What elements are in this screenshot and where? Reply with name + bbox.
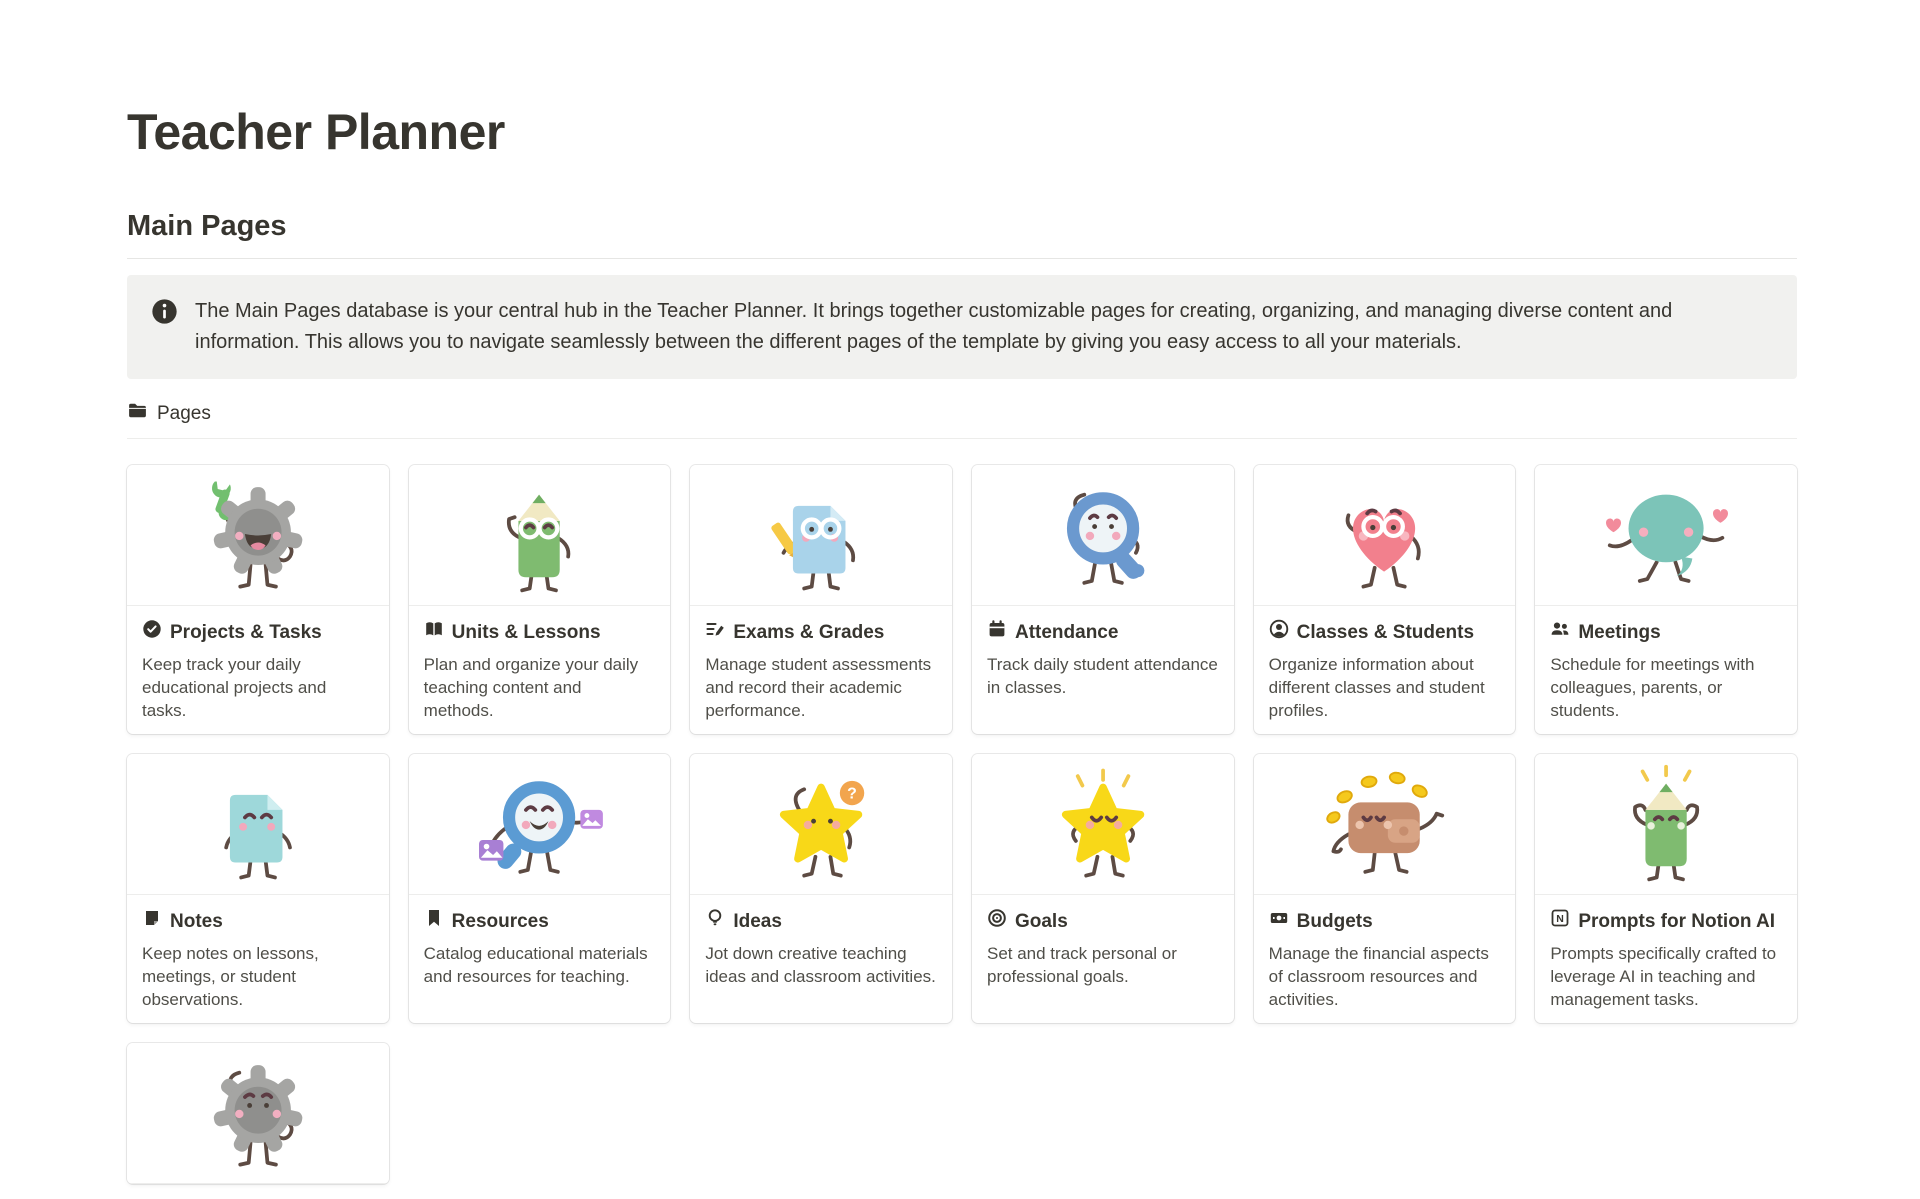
card-description: Keep track your daily educational projec… <box>142 655 327 721</box>
view-tab-label: Pages <box>157 402 211 424</box>
info-icon <box>151 298 178 325</box>
card-description: Prompts specifically crafted to leverage… <box>1550 944 1777 1010</box>
note-icon <box>142 908 162 935</box>
gallery-card-gear-sad-gray[interactable] <box>127 1043 389 1185</box>
card-description: Set and track personal or professional g… <box>986 944 1177 987</box>
gallery-card-notes[interactable]: Notes Keep notes on lessons, meetings, o… <box>127 754 389 1024</box>
magnifier-photos-blue-illustration <box>408 754 671 896</box>
folder-icon <box>127 400 148 427</box>
card-description: Schedule for meetings with colleagues, p… <box>1550 655 1755 721</box>
notion-page: Teacher Planner Main Pages The Main Page… <box>127 0 1797 1185</box>
card-title: Exams & Grades <box>733 622 885 644</box>
lightbulb-icon <box>705 908 725 935</box>
gallery-card-goals[interactable]: Goals Set and track personal or professi… <box>971 754 1234 1024</box>
card-title: Classes & Students <box>1296 622 1475 644</box>
card-title: Meetings <box>1578 622 1661 644</box>
svg-text:?: ? <box>847 786 857 803</box>
card-title: Notes <box>170 911 223 933</box>
info-callout: The Main Pages database is your central … <box>127 275 1797 380</box>
card-description: Organize information about different cla… <box>1268 655 1485 721</box>
card-description: Manage the financial aspects of classroo… <box>1268 944 1489 1010</box>
card-title: Ideas <box>733 911 782 933</box>
paper-smile-blue-illustration <box>127 754 389 896</box>
card-description: Keep notes on lessons, meetings, or stud… <box>142 944 319 1010</box>
gallery-card-exams-grades[interactable]: Exams & Grades Manage student assessment… <box>690 465 952 735</box>
callout-text: The Main Pages database is your central … <box>195 300 1673 354</box>
card-title: Goals <box>1014 911 1068 933</box>
card-title: Prompts for Notion AI <box>1578 911 1775 933</box>
calendar-icon <box>987 619 1007 646</box>
wallet-coins-brown-illustration <box>1253 754 1516 896</box>
target-icon <box>987 908 1007 935</box>
gallery-card-classes-students[interactable]: Classes & Students Organize information … <box>1253 465 1516 735</box>
card-title: Units & Lessons <box>451 622 601 644</box>
view-bar: Pages <box>127 391 1797 440</box>
gallery-card-budgets[interactable]: Budgets Manage the financial aspects of … <box>1253 754 1516 1024</box>
magnifier-worried-blue-illustration <box>971 465 1234 607</box>
card-description: Plan and organize your daily teaching co… <box>423 655 639 721</box>
banknote-icon <box>1269 908 1289 935</box>
divider <box>127 258 1797 260</box>
bookmark-icon <box>424 908 444 935</box>
gallery-card-meetings[interactable]: Meetings Schedule for meetings with coll… <box>1535 465 1797 735</box>
pencil-flex-green-illustration <box>1535 754 1797 896</box>
card-title: Projects & Tasks <box>170 622 322 644</box>
pages-gallery: Projects & Tasks Keep track your daily e… <box>127 465 1797 1185</box>
speech-bubble-kiss-teal-illustration <box>1535 465 1797 607</box>
card-title: Budgets <box>1296 911 1373 933</box>
star-question-yellow-illustration: ? <box>690 754 952 896</box>
gallery-card-units-lessons[interactable]: Units & Lessons Plan and organize your d… <box>408 465 671 735</box>
gallery-card-attendance[interactable]: Attendance Track daily student attendanc… <box>971 465 1234 735</box>
view-tab-pages[interactable]: Pages <box>127 400 211 427</box>
card-description: Manage student assessments and record th… <box>705 655 932 721</box>
paper-pencil-blue-illustration <box>690 465 952 607</box>
page-title: Teacher Planner <box>127 104 505 160</box>
card-title: Resources <box>451 911 549 933</box>
gallery-card-ideas[interactable]: ? Ideas Jot down creative teaching ideas… <box>690 754 952 1024</box>
gallery-card-prompts-for-notion-ai[interactable]: N Prompts for Notion AI Prompts specific… <box>1535 754 1797 1024</box>
gear-sad-gray-illustration <box>127 1043 389 1185</box>
card-description: Jot down creative teaching ideas and cla… <box>705 944 936 987</box>
gallery-card-projects-tasks[interactable]: Projects & Tasks Keep track your daily e… <box>127 465 389 735</box>
card-description: Track daily student attendance in classe… <box>986 655 1218 698</box>
list-pencil-icon <box>705 619 725 646</box>
card-description: Catalog educational materials and resour… <box>423 944 648 987</box>
people-icon <box>1550 619 1570 646</box>
gear-wrench-happy-illustration <box>127 465 389 607</box>
person-circle-icon <box>1269 619 1289 646</box>
svg-text:N: N <box>1557 913 1565 925</box>
notion-n-icon: N <box>1550 908 1570 935</box>
pencil-glasses-green-illustration <box>408 465 671 607</box>
gallery-card-resources[interactable]: Resources Catalog educational materials … <box>408 754 671 1024</box>
card-title: Attendance <box>1014 622 1119 644</box>
check-circle-icon <box>142 619 162 646</box>
heart-glasses-pink-illustration <box>1253 465 1516 607</box>
open-book-icon <box>424 619 444 646</box>
section-heading: Main Pages <box>127 210 287 242</box>
star-proud-yellow-illustration <box>971 754 1234 896</box>
